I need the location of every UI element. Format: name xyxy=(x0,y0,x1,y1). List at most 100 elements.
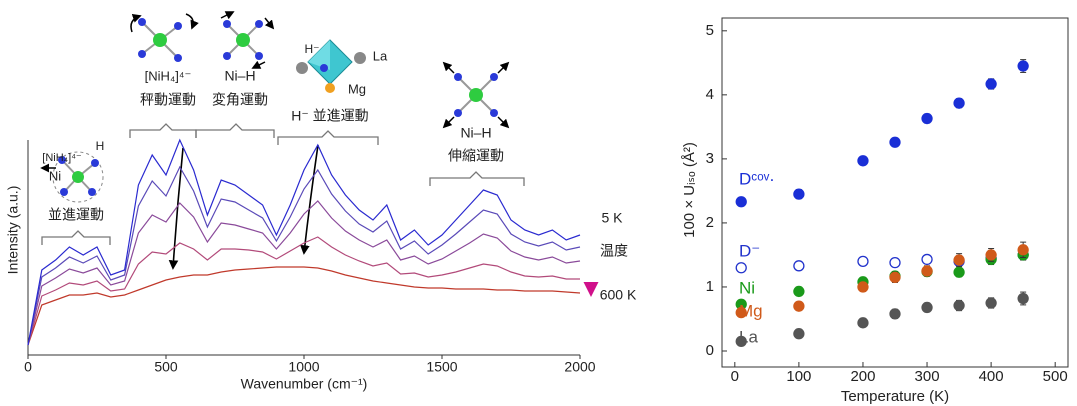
data-point xyxy=(793,188,805,200)
data-point xyxy=(953,253,965,267)
data-point xyxy=(857,281,869,293)
annotation: H⁻ xyxy=(305,42,320,56)
data-point xyxy=(921,112,933,125)
annotation: H⁻ 並進運動 xyxy=(291,108,368,124)
marker xyxy=(985,297,997,309)
spectrum-line xyxy=(27,200,581,346)
data-point xyxy=(735,262,747,274)
marker xyxy=(735,306,747,319)
spectrum-line xyxy=(27,138,581,346)
x-tick-label: 2000 xyxy=(564,359,595,375)
marker xyxy=(735,196,747,208)
marker xyxy=(857,281,869,293)
data-point xyxy=(921,301,933,314)
spectrum-line xyxy=(27,165,581,346)
y-tick-label: 5 xyxy=(706,22,714,39)
data-point xyxy=(889,136,901,148)
y-tick-label: 0 xyxy=(706,342,714,359)
marker xyxy=(1017,60,1029,72)
marker xyxy=(857,317,869,329)
marker xyxy=(889,308,901,320)
data-point xyxy=(857,255,869,267)
data-point xyxy=(921,265,933,277)
x-tick-label: 1500 xyxy=(426,359,457,375)
data-point xyxy=(921,253,933,266)
annotation: 伸縮運動 xyxy=(448,148,504,164)
data-point xyxy=(985,78,997,90)
annotation: H xyxy=(96,139,105,153)
molecule-icons xyxy=(40,11,510,203)
data-point xyxy=(985,297,997,309)
data-point xyxy=(1017,59,1029,73)
x-tick-label: 400 xyxy=(979,368,1004,385)
marker xyxy=(953,254,965,266)
y-tick-label: 3 xyxy=(706,150,714,167)
y-tick-label: 4 xyxy=(706,86,714,103)
annotation: [NiH₄]⁴⁻ xyxy=(145,68,192,83)
marker xyxy=(793,285,805,298)
data-point xyxy=(857,317,869,329)
marker xyxy=(735,335,747,348)
marker xyxy=(1017,244,1029,256)
legend-label: La xyxy=(739,327,758,346)
data-point xyxy=(857,155,869,167)
legend-label: Ni xyxy=(739,278,755,297)
marker xyxy=(985,78,997,90)
data-point xyxy=(735,335,747,348)
x-tick-label: 500 xyxy=(154,359,178,375)
marker xyxy=(793,300,805,312)
marker xyxy=(921,112,933,125)
data-point xyxy=(953,97,965,109)
marker xyxy=(889,271,901,283)
marker xyxy=(793,260,805,272)
annotation: Ni–H xyxy=(224,68,255,84)
data-point xyxy=(1017,241,1029,258)
legend-label: D⁻ xyxy=(739,241,760,260)
marker xyxy=(735,262,747,274)
marker xyxy=(793,188,805,200)
data-point xyxy=(793,260,805,272)
y-axis-label: Intensity (a.u.) xyxy=(5,186,21,275)
x-axis-label: Temperature (K) xyxy=(841,388,949,405)
x-tick-label: 0 xyxy=(731,368,739,385)
data-point xyxy=(793,300,805,312)
data-point xyxy=(735,298,747,310)
annotation: La xyxy=(373,48,388,63)
annotation: Ni xyxy=(49,168,61,183)
marker xyxy=(857,255,869,267)
annotation: 600 K xyxy=(600,287,637,303)
spectrum-line xyxy=(27,236,580,346)
right-axes xyxy=(721,17,1069,368)
x-tick-label: 100 xyxy=(786,368,811,385)
spectrum-line xyxy=(27,266,581,346)
data-point xyxy=(793,328,805,340)
annotation: 秤動運動 xyxy=(140,92,196,108)
data-point xyxy=(889,308,901,320)
x-tick-label: 200 xyxy=(850,368,875,385)
x-tick-label: 500 xyxy=(1043,368,1068,385)
x-axis-label: Wavenumber (cm⁻¹) xyxy=(241,376,368,392)
data-point xyxy=(953,299,965,312)
marker xyxy=(857,155,869,167)
brackets xyxy=(41,123,525,245)
y-tick-label: 1 xyxy=(706,278,714,295)
data-point xyxy=(735,306,747,319)
marker xyxy=(889,136,901,148)
y-axis-label: 100 × Uᵢₛₒ (Å²) xyxy=(681,142,698,238)
legend-label: Dᶜᵒᵛ· xyxy=(739,169,775,188)
x-tick-label: 0 xyxy=(24,359,32,375)
data-point xyxy=(1017,291,1029,306)
annotation: [NiH₄]⁴⁻ xyxy=(42,152,82,164)
marker xyxy=(953,299,965,312)
marker xyxy=(793,328,805,340)
data-point xyxy=(793,285,805,298)
marker xyxy=(953,97,965,109)
annotation: 並進運動 xyxy=(48,207,104,223)
data-point xyxy=(953,266,965,278)
marker xyxy=(889,256,901,269)
marker xyxy=(985,249,997,261)
data-point xyxy=(735,196,747,208)
data-point xyxy=(985,248,997,262)
x-tick-label: 300 xyxy=(915,368,940,385)
